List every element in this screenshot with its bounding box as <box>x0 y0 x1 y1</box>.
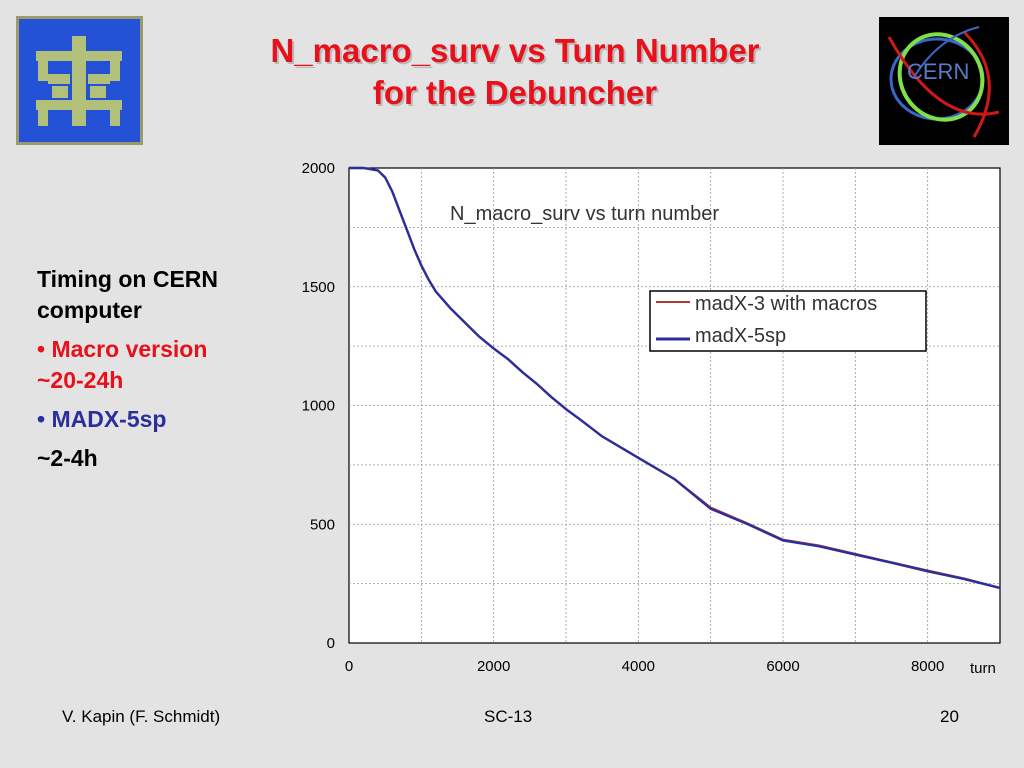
svg-text:CERN: CERN <box>907 59 969 84</box>
chart-legend: madX-3 with macros madX-5sp <box>649 290 927 352</box>
series-line-5sp <box>349 166 1001 590</box>
footer-page-number: 20 <box>940 707 959 726</box>
y-tick-label: 500 <box>310 516 335 533</box>
chart-title: N_macro_surv vs turn number <box>450 203 719 225</box>
slide-title: N_macro_surv vs Turn Number for the Debu… <box>170 30 860 114</box>
notes-heading: Timing on CERN computer <box>37 266 219 323</box>
fermilab-logo <box>16 16 143 145</box>
x-tick-label: 4000 <box>622 658 655 675</box>
x-tick-label: 0 <box>345 658 353 675</box>
x-axis-label: turn <box>970 660 996 677</box>
y-tick-label: 1500 <box>302 279 335 296</box>
slide-title-line1: N_macro_surv vs Turn Number <box>270 32 760 69</box>
macro-version-time: ~20-24h <box>37 367 124 393</box>
x-tick-label: 8000 <box>911 658 944 675</box>
footer-author: V. Kapin (F. Schmidt) <box>62 707 221 726</box>
x-tick-label: 2000 <box>477 658 510 675</box>
y-tick-label: 0 <box>327 635 335 652</box>
y-tick-label: 1000 <box>302 398 335 415</box>
legend-label-5sp: madX-5sp <box>695 325 786 347</box>
survival-chart: 0 2000 4000 6000 8000 0 500 1000 1500 2000 N_macr… <box>280 150 1020 690</box>
legend-label-macros: madX-3 with macros <box>695 293 877 315</box>
madx-time: ~2-4h <box>37 445 98 471</box>
x-tick-label: 6000 <box>766 658 799 675</box>
macro-version-line: • Macro version <box>37 336 208 362</box>
timing-notes: Timing on CERN computer • Macro version … <box>37 264 277 474</box>
slide-title-line2: for the Debuncher <box>372 74 658 111</box>
y-tick-label: 2000 <box>302 160 335 177</box>
madx-line: • MADX-5sp <box>37 406 167 432</box>
chart-svg: 0 2000 4000 6000 8000 0 500 1000 1500 2000 N_macr… <box>302 160 1001 677</box>
footer-event: SC-13 <box>484 707 533 726</box>
legend-box <box>649 290 927 352</box>
cern-logo: CERN <box>879 17 1009 145</box>
